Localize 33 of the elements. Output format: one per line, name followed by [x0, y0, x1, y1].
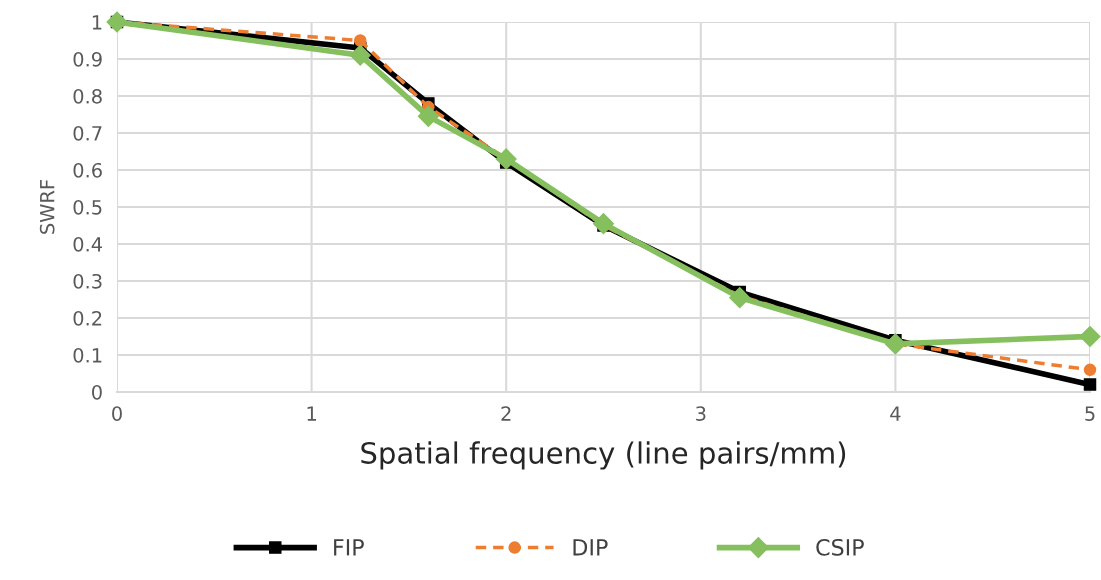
x-tick-label: 4 [890, 406, 901, 421]
x-tick-label: 3 [696, 406, 706, 421]
point [353, 34, 367, 47]
x-tick-label: 5 [1085, 406, 1095, 421]
legend-label: CSIP [816, 538, 864, 556]
point [417, 105, 439, 127]
y-tick-label: 0.9 [73, 51, 102, 67]
x-tick-label: 1 [307, 406, 316, 421]
point [884, 333, 906, 355]
point [349, 44, 371, 66]
x-tick-label: 2 [501, 406, 511, 421]
y-tick-label: 0.3 [73, 273, 102, 289]
y-tick-label: 0.7 [73, 125, 102, 141]
x-axis-title: Spatial frequency (line pairs/mm) [361, 441, 846, 470]
y-tick-label: 1 [92, 15, 102, 30]
point [106, 11, 128, 33]
point [1083, 378, 1097, 391]
point [1083, 363, 1097, 377]
y-axis-title: SWRF [39, 180, 55, 234]
y-tick-label: 0.2 [73, 310, 102, 326]
y-tick-label: 0.5 [73, 199, 102, 215]
y-tick-label: 0.1 [73, 347, 102, 363]
point [495, 148, 517, 170]
y-tick-label: 0.8 [73, 88, 102, 104]
point [729, 287, 751, 309]
legend-label: FIP [334, 539, 364, 556]
y-tick-label: 0 [92, 384, 102, 400]
x-tick-label: 0 [112, 406, 122, 421]
legend-label: DIP [573, 539, 608, 556]
y-tick-label: 0.6 [73, 162, 102, 178]
point [592, 213, 615, 235]
point [1079, 325, 1101, 348]
y-tick-label: 0.4 [73, 236, 103, 252]
